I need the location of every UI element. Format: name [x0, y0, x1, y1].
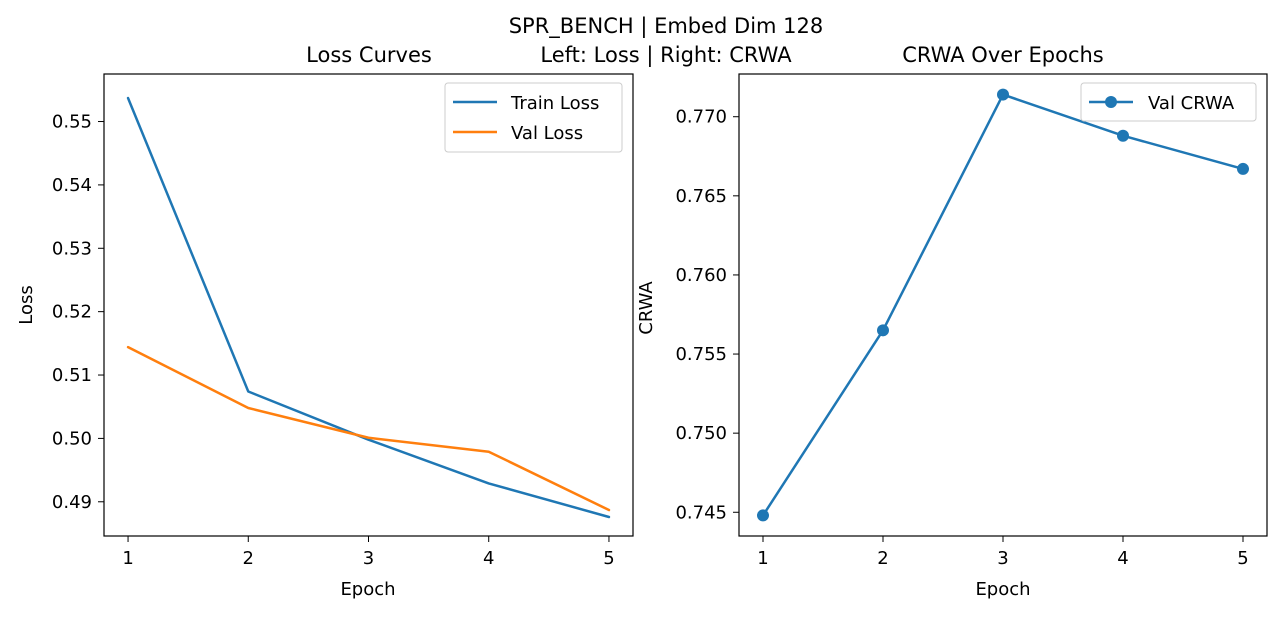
loss-series-line-train-loss	[126, 96, 611, 519]
crwa-chart-title: CRWA Over Epochs	[902, 43, 1104, 67]
loss-chart-series	[126, 96, 611, 519]
crwa-data-point	[1237, 162, 1249, 175]
loss-y-tick-label: 0.50	[52, 428, 92, 449]
loss-chart-y-label: Loss	[16, 285, 37, 324]
crwa-data-point	[877, 324, 889, 337]
crwa-chart-y-label: CRWA	[636, 281, 657, 335]
loss-x-tick-label: 2	[243, 548, 254, 569]
crwa-chart-ticks: 1 2 3 4 5 0.745 0.750 0.755 0.760 0.765 0.770	[675, 107, 1248, 569]
crwa-y-tick-label: 0.760	[675, 265, 727, 286]
loss-curves-chart: Loss Curves 1 2 3 4 5 0.49 0.50 0.51 0.52 0.53 0.5…	[16, 43, 634, 600]
loss-chart-ticks: 1 2 3 4 5 0.49 0.50 0.51 0.52 0.53 0.54 0.55	[52, 112, 615, 569]
loss-x-tick-label: 5	[603, 548, 614, 569]
loss-x-tick-label: 1	[122, 548, 133, 569]
crwa-y-tick-label: 0.750	[675, 423, 727, 444]
crwa-x-tick-label: 4	[1117, 548, 1128, 569]
crwa-data-point	[997, 88, 1009, 101]
crwa-data-point	[1117, 129, 1129, 142]
crwa-x-tick-label: 5	[1237, 548, 1248, 569]
loss-legend-frame	[444, 82, 623, 153]
crwa-legend-label: Val CRWA	[1148, 93, 1235, 114]
crwa-x-tick-label: 1	[757, 548, 768, 569]
crwa-chart-frame	[738, 73, 1268, 537]
loss-legend-label-val: Val Loss	[511, 123, 583, 144]
crwa-y-tick-label: 0.770	[675, 107, 727, 128]
loss-series-line-val-loss	[126, 345, 611, 512]
crwa-x-tick-label: 2	[877, 548, 888, 569]
loss-chart-legend: Train Loss Val Loss	[444, 82, 623, 153]
crwa-legend-marker	[1105, 96, 1117, 108]
loss-chart-frame	[103, 73, 634, 537]
crwa-chart-x-label: Epoch	[975, 579, 1030, 600]
loss-y-tick-label: 0.55	[52, 112, 92, 133]
crwa-y-tick-label: 0.745	[675, 502, 727, 523]
loss-y-tick-label: 0.52	[52, 302, 92, 323]
crwa-chart: CRWA Over Epochs 1 2 3 4 5 0.745 0.750 0.755 0.7…	[636, 43, 1268, 600]
loss-x-tick-label: 3	[363, 548, 374, 569]
crwa-legend-frame	[1080, 82, 1257, 122]
suptitle-line-1: SPR_BENCH | Embed Dim 128	[509, 14, 824, 39]
crwa-y-tick-label: 0.755	[675, 344, 727, 365]
loss-y-tick-label: 0.53	[52, 238, 92, 259]
crwa-chart-legend: Val CRWA	[1080, 82, 1257, 122]
crwa-y-tick-label: 0.765	[675, 186, 727, 207]
loss-y-tick-label: 0.49	[52, 492, 92, 513]
loss-x-tick-label: 4	[483, 548, 494, 569]
crwa-x-tick-label: 3	[997, 548, 1008, 569]
suptitle-line-2: Left: Loss | Right: CRWA	[540, 43, 792, 68]
loss-y-tick-label: 0.51	[52, 365, 92, 386]
loss-y-tick-label: 0.54	[52, 175, 92, 196]
crwa-data-point	[757, 509, 769, 522]
loss-legend-label-train: Train Loss	[510, 93, 599, 114]
crwa-chart-series	[757, 88, 1249, 522]
loss-chart-title: Loss Curves	[306, 43, 432, 67]
loss-chart-x-label: Epoch	[340, 579, 395, 600]
